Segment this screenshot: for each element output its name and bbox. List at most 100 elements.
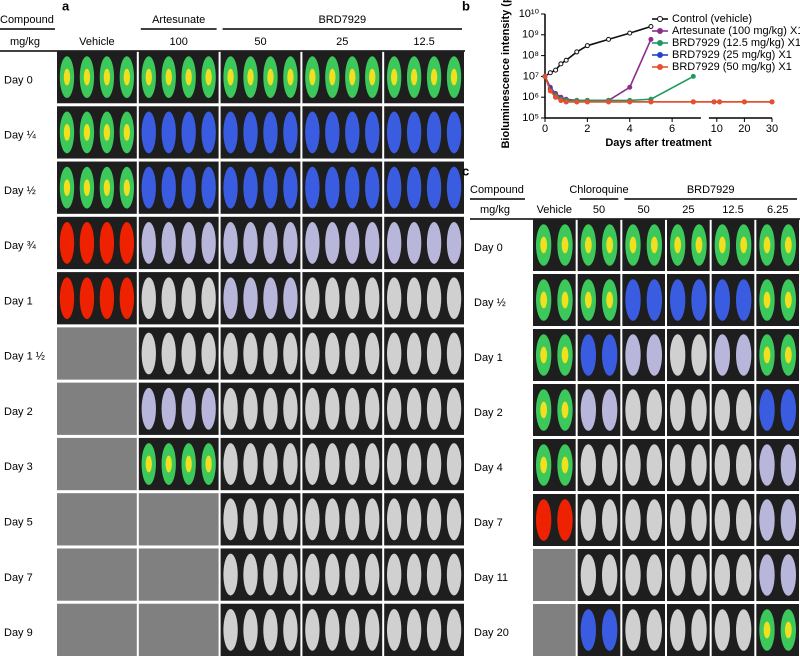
mouse (386, 553, 402, 596)
mouse (406, 443, 422, 485)
dose-label: 100 (170, 36, 188, 48)
mouse (243, 277, 258, 320)
mouse (601, 389, 618, 431)
mouse (325, 608, 340, 651)
signal-hotspot (561, 456, 569, 474)
mouse (601, 554, 618, 596)
mouse (223, 443, 238, 485)
mouse (243, 111, 258, 154)
mouse (426, 166, 442, 209)
signal-hotspot (63, 179, 71, 197)
mouse (79, 277, 95, 320)
mouse (263, 332, 278, 375)
day-label: Day ¾ (4, 240, 37, 252)
mouse (446, 387, 462, 430)
data-point (769, 99, 775, 105)
signal-hotspot (606, 291, 614, 309)
mouse (345, 111, 360, 154)
y-axis-label: Bioluminescence intensity (p/s) (500, 0, 512, 149)
mouse (625, 444, 641, 486)
mouse (201, 277, 216, 320)
mouse (580, 609, 597, 651)
x-tick-label: 6 (669, 123, 675, 135)
signal-hotspot (740, 236, 748, 254)
mouse (386, 608, 402, 651)
signal-hotspot (329, 68, 336, 86)
mouse (345, 608, 360, 651)
mouse (735, 609, 752, 651)
mouse (386, 443, 402, 485)
signal-hotspot (103, 68, 111, 86)
mouse (406, 387, 422, 430)
signal-hotspot (540, 291, 548, 309)
compound-header: Compound (470, 184, 524, 196)
mouse (325, 387, 340, 430)
mouse (691, 279, 707, 321)
mouse (691, 609, 707, 651)
mouse (714, 444, 731, 486)
mouse (99, 277, 115, 320)
dose-label: 25 (336, 36, 348, 48)
panel-label: c (462, 163, 469, 178)
mouse (283, 166, 298, 209)
mouse (691, 389, 707, 431)
data-point (711, 99, 717, 105)
mouse (646, 444, 663, 486)
signal-hotspot (185, 455, 192, 473)
data-point (584, 99, 590, 105)
mouse (305, 277, 320, 320)
signal-hotspot (784, 291, 792, 309)
mouse (283, 443, 298, 485)
panel-label: b (462, 0, 470, 13)
legend-entry: BRD7929 (12.5 mg/kg) X1 (672, 37, 800, 49)
signal-hotspot (584, 291, 592, 309)
data-point (627, 30, 633, 36)
signal-hotspot (410, 68, 418, 86)
mouse (446, 166, 462, 209)
mouse (305, 608, 320, 651)
mouse (646, 609, 663, 651)
mouse (263, 387, 278, 430)
mouse (161, 277, 176, 320)
x-tick-label: 30 (766, 123, 778, 135)
x-tick-label: 0 (542, 123, 548, 135)
mouse (406, 111, 422, 154)
mouse (365, 222, 380, 264)
mouse (201, 332, 216, 375)
signal-hotspot (205, 68, 212, 86)
data-point (690, 99, 696, 105)
mouse (601, 499, 618, 541)
mouse (365, 553, 380, 596)
mouse (119, 277, 135, 320)
mouse (325, 498, 340, 541)
mouse (283, 111, 298, 154)
mouse (780, 499, 797, 541)
day-label: Day 0 (474, 242, 503, 254)
mouse (669, 554, 686, 596)
mouse (625, 609, 641, 651)
mouse (714, 554, 731, 596)
signal-hotspot (561, 291, 569, 309)
signal-hotspot (103, 179, 111, 197)
mouse (283, 222, 298, 264)
mouse (714, 334, 731, 376)
mouse (325, 332, 340, 375)
mouse (223, 222, 238, 264)
signal-hotspot (561, 401, 569, 419)
data-point (648, 24, 654, 30)
data-point (574, 99, 580, 105)
mouse (646, 499, 663, 541)
mouse (305, 111, 320, 154)
mouse (625, 554, 641, 596)
mouse (735, 554, 752, 596)
signal-hotspot (247, 68, 254, 86)
x-tick-label: 20 (738, 123, 750, 135)
compound-name: Artesunate (152, 14, 205, 26)
mouse (646, 389, 663, 431)
day-label: Day 1 ½ (4, 351, 45, 363)
mouse (406, 553, 422, 596)
day-label: Day 2 (474, 407, 503, 419)
series-line (544, 39, 652, 102)
mouse (446, 277, 462, 320)
mouse (735, 389, 752, 431)
